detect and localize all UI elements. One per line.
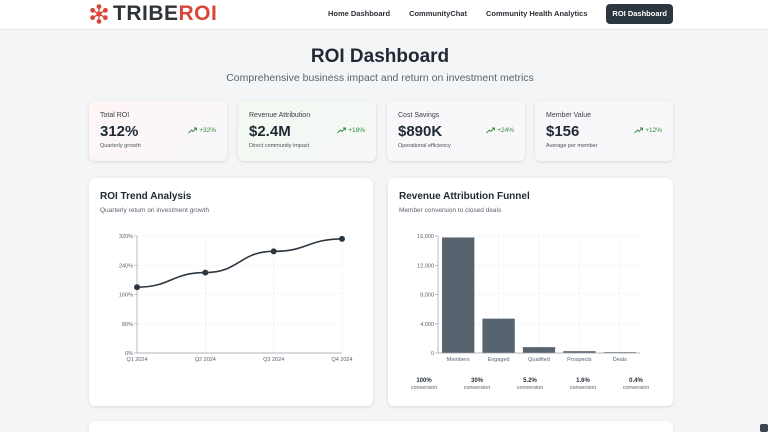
funnel-bar: [522, 347, 556, 353]
x-tick-label: Qualified: [528, 357, 550, 363]
kpi-value: 312%: [100, 123, 139, 140]
funnel-bar: [563, 351, 596, 353]
kpi-trend: +18%: [337, 127, 365, 134]
kpi-trend-value: +18%: [348, 127, 365, 134]
y-tick-label: 16,000: [417, 234, 434, 240]
kpi-note: Average per member: [546, 143, 598, 149]
x-tick-label: Q1 2024: [126, 357, 147, 363]
kpi-card-member-value: Member Value $156 +12% Average per membe…: [535, 101, 673, 161]
roi-trend-title: ROI Trend Analysis: [100, 191, 192, 202]
funnel-conversion: 0.4% conversion: [616, 378, 656, 391]
brand-name: TRIBEROI: [113, 3, 217, 25]
main-nav: Home Dashboard CommunityChat Community H…: [309, 4, 673, 24]
kpi-card-cost-savings: Cost Savings $890K +24% Operational effi…: [387, 101, 525, 161]
kpi-trend: +12%: [634, 127, 662, 134]
y-tick-label: 8,000: [420, 293, 434, 299]
revenue-funnel-card: 0 4,000 8,000 12,000 16,000 Members Engaged Qua…: [388, 178, 673, 406]
y-tick-label: 160%: [119, 293, 133, 299]
y-tick-label: 4,000: [420, 322, 434, 328]
x-tick-label: Q4 2024: [331, 357, 352, 363]
x-tick-label: Prospects: [567, 357, 592, 363]
trending-up-icon: [486, 127, 496, 134]
brand-logo[interactable]: TRIBEROI: [88, 3, 217, 25]
y-tick-label: 12,000: [417, 263, 434, 269]
conversion-label: conversion: [622, 385, 650, 391]
kpi-trend: +24%: [486, 127, 514, 134]
kpi-trend-value: +32%: [199, 127, 216, 134]
scroll-indicator[interactable]: [760, 424, 768, 432]
y-tick-label: 80%: [122, 322, 133, 328]
next-section-card: [89, 421, 673, 432]
kpi-label: Revenue Attribution: [249, 112, 311, 119]
conversion-value: 5.2%: [523, 378, 537, 384]
x-tick-label: Engaged: [488, 357, 510, 363]
funnel-bar: [482, 318, 515, 353]
funnel-conversion: 30% conversion: [457, 378, 497, 391]
funnel-conversion: 100% conversion: [404, 378, 444, 391]
nav-home-dashboard[interactable]: Home Dashboard: [327, 9, 391, 18]
trending-up-icon: [188, 127, 198, 134]
funnel-subtitle: Member conversion to closed deals: [399, 207, 502, 214]
x-tick-label: Q2 2024: [195, 357, 216, 363]
brand-name-part1: TRIBE: [113, 2, 179, 25]
y-tick-label: 320%: [119, 234, 133, 240]
kpi-value: $2.4M: [249, 123, 291, 140]
top-navigation-bar: TRIBEROI Home Dashboard CommunityChat Co…: [0, 0, 768, 30]
kpi-label: Member Value: [546, 112, 592, 119]
revenue-funnel-bar-chart: 0 4,000 8,000 12,000 16,000 Members Engaged Qua…: [417, 234, 640, 363]
kpi-label: Total ROI: [100, 112, 130, 119]
y-tick-label: 0%: [125, 351, 133, 357]
conversion-value: 0.4%: [629, 378, 643, 384]
trending-up-icon: [634, 127, 644, 134]
funnel-title: Revenue Attribution Funnel: [399, 191, 530, 202]
x-tick-label: Q3 2024: [263, 357, 284, 363]
x-tick-label: Members: [447, 357, 470, 363]
tribe-logo-icon: [90, 4, 108, 24]
kpi-trend-value: +12%: [645, 127, 662, 134]
brand-name-part2: ROI: [178, 2, 218, 25]
funnel-conversion: 5.2% conversion: [510, 378, 550, 391]
roi-series-line: [136, 238, 343, 288]
nav-community-chat[interactable]: CommunityChat: [409, 9, 467, 18]
kpi-value: $890K: [398, 123, 443, 140]
funnel-bar: [603, 352, 636, 353]
conversion-value: 100%: [416, 378, 432, 384]
y-tick-label: 240%: [119, 263, 133, 269]
roi-data-point: [134, 284, 140, 291]
conversion-label: conversion: [410, 385, 438, 391]
kpi-card-revenue-attribution: Revenue Attribution $2.4M +18% Direct co…: [238, 101, 376, 161]
kpi-label: Cost Savings: [398, 112, 440, 119]
conversion-value: 1.6%: [576, 378, 590, 384]
y-tick-label: 0: [431, 351, 434, 357]
page-title: ROI Dashboard: [310, 46, 450, 67]
conversion-label: conversion: [569, 385, 597, 391]
page-subtitle: Comprehensive business impact and return…: [226, 72, 534, 84]
conversion-label: conversion: [463, 385, 491, 391]
conversion-label: conversion: [516, 385, 544, 391]
roi-trend-line-chart: 0% 80% 160% 240% 320% Q1 2024 Q2 2024 Q3 2024 Q4…: [119, 234, 353, 363]
funnel-bar: [442, 237, 475, 353]
kpi-trend: +32%: [188, 127, 216, 134]
kpi-note: Quarterly growth: [100, 143, 141, 149]
kpi-trend-value: +24%: [497, 127, 514, 134]
kpi-note: Operational efficiency: [398, 143, 451, 149]
roi-data-point: [339, 235, 345, 242]
kpi-note: Direct community impact: [249, 143, 310, 149]
nav-roi-dashboard[interactable]: ROI Dashboard: [606, 4, 673, 24]
kpi-card-total-roi: Total ROI 312% +32% Quarterly growth: [89, 101, 227, 161]
kpi-value: $156: [546, 123, 580, 140]
roi-trend-subtitle: Quarterly return on investment growth: [100, 207, 210, 214]
x-tick-label: Deals: [613, 357, 627, 363]
roi-data-point: [202, 269, 209, 276]
conversion-value: 30%: [470, 378, 483, 384]
nav-community-health-analytics[interactable]: Community Health Analytics: [485, 9, 588, 18]
funnel-conversion: 1.6% conversion: [563, 378, 603, 391]
trending-up-icon: [337, 127, 347, 134]
roi-trend-card: 0% 80% 160% 240% 320% Q1 2024 Q2 2024 Q3 2024 Q4…: [89, 178, 373, 406]
roi-data-point: [270, 248, 277, 255]
